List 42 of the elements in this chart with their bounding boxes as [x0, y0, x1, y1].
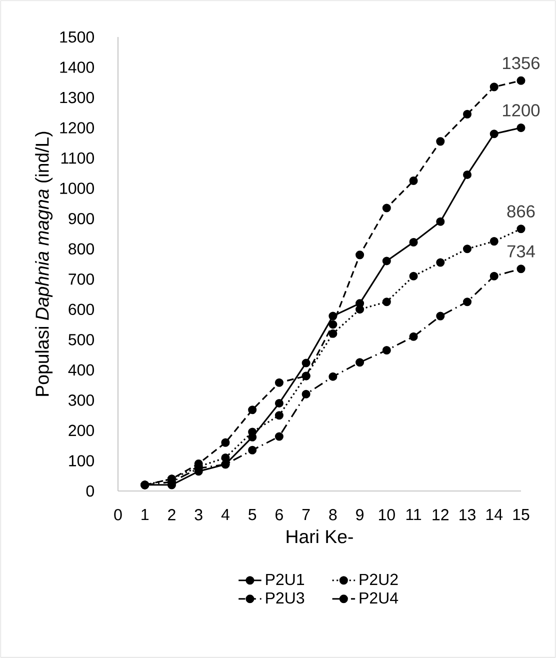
x-tick-label: 8 — [329, 509, 337, 520]
x-tick-label: 0 — [114, 509, 122, 520]
y-axis-title: Populasi Daphnia magna (ind/L) — [35, 132, 53, 396]
x-tick-label: 5 — [248, 509, 256, 520]
data-label: 734 — [507, 245, 535, 258]
x-tick-label: 2 — [168, 509, 176, 520]
data-label: 1356 — [503, 56, 540, 70]
x-tick-label: 11 — [406, 509, 422, 520]
x-tick-label: 12 — [432, 509, 448, 520]
y-tick-label: 100 — [69, 455, 94, 466]
y-tick-label: 500 — [68, 334, 94, 346]
y-tick-label: 1200 — [60, 122, 94, 134]
legend-label: P2U3 — [266, 592, 304, 604]
x-tick-label: 7 — [302, 509, 310, 520]
data-label: 1200 — [503, 104, 540, 116]
legend-label: P2U2 — [360, 574, 398, 586]
x-tick-label: 3 — [194, 509, 202, 520]
y-tick-label: 1000 — [60, 182, 94, 194]
y-tick-label: 1400 — [60, 62, 94, 73]
x-axis-title: Hari Ke- — [286, 530, 353, 544]
data-label: 866 — [507, 205, 535, 218]
y-tick-label: 900 — [68, 212, 94, 224]
y-tick-label: 1500 — [60, 31, 94, 43]
y-tick-label: 300 — [68, 394, 94, 406]
x-tick-label: 9 — [356, 509, 364, 520]
y-tick-label: 1100 — [61, 152, 94, 164]
y-tick-label: 800 — [68, 243, 94, 255]
x-tick-label: 14 — [486, 509, 503, 520]
legend-label: P2U4 — [360, 592, 398, 604]
y-tick-label: 400 — [68, 364, 94, 376]
x-tick-label: 4 — [221, 509, 230, 520]
y-tick-label: 700 — [68, 273, 94, 285]
y-tick-label: 1300 — [60, 92, 94, 104]
y-tick-label: 600 — [68, 304, 94, 316]
y-tick-label: 200 — [68, 424, 94, 436]
legend-label: P2U1 — [266, 574, 304, 586]
x-tick-label: 15 — [513, 509, 530, 520]
y-tick-label: 0 — [86, 485, 94, 497]
x-tick-label: 13 — [460, 509, 476, 520]
x-tick-label: 6 — [276, 509, 283, 520]
x-tick-label: 1 — [142, 509, 149, 520]
x-tick-label: 10 — [378, 509, 395, 520]
